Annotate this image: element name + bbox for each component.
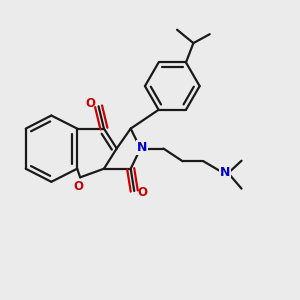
Text: O: O bbox=[138, 186, 148, 199]
Text: O: O bbox=[74, 180, 84, 194]
Text: N: N bbox=[137, 141, 147, 154]
Text: O: O bbox=[85, 98, 95, 110]
Text: N: N bbox=[220, 166, 230, 179]
